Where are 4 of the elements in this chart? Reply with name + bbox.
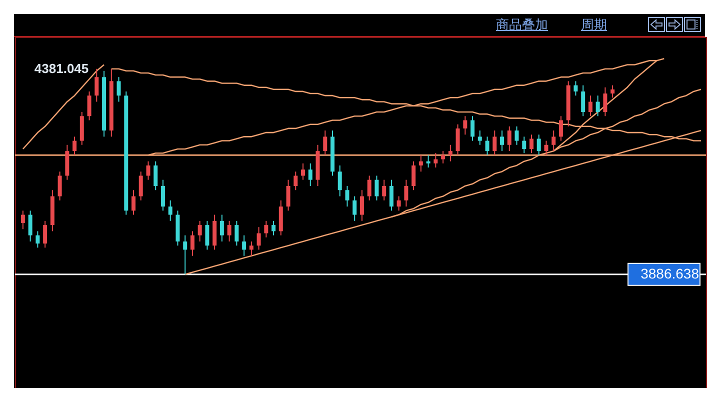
- annotation: 4381.045: [34, 60, 89, 76]
- text: 商品叠加: [496, 17, 548, 34]
- annotation: 3886.638: [640, 265, 700, 282]
- text: 周期: [581, 17, 607, 34]
